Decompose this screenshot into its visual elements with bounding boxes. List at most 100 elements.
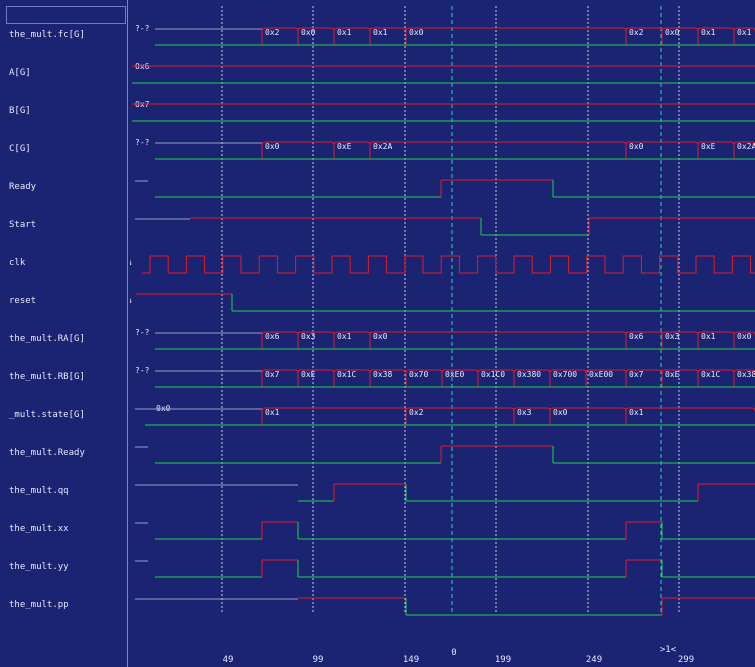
bus-value-label: 0x1 (629, 408, 644, 417)
bus-value-label: 0x2 (409, 408, 424, 417)
bus-value-label: 0x1C (701, 370, 720, 379)
bus-value-segment (697, 141, 735, 159)
bus-value-label: 0x0 (301, 28, 316, 37)
signal-row: 0x7 (132, 100, 755, 122)
signal-start-mark: ⇂ (128, 296, 133, 305)
bus-value-label: 0x1C (337, 370, 356, 379)
signal-name[interactable]: C[G] (9, 144, 31, 154)
grid-lines (221, 6, 680, 614)
bus-value-segment (369, 331, 627, 349)
bus-value-label: 0x1C0 (481, 370, 505, 379)
bus-initial-value: ?-? (135, 24, 150, 33)
bus-value-label: 0x1 (337, 332, 352, 341)
signal-name[interactable]: the_mult.Ready (9, 448, 85, 458)
bus-value-segment (661, 369, 699, 387)
bus-value-segment (369, 27, 407, 45)
signal-name[interactable]: the_mult.xx (9, 524, 69, 534)
signal-row (135, 483, 755, 502)
bus-value-segment (625, 141, 699, 159)
signal-name[interactable]: the_mult.fc[G] (9, 30, 85, 40)
bus-value-segment (477, 369, 515, 387)
bus-value-label: 0x3 (301, 332, 316, 341)
bus-value-label: 0x2 (265, 28, 280, 37)
signal-name[interactable]: A[G] (9, 68, 31, 78)
signal-name[interactable]: the_mult.RA[G] (9, 334, 85, 344)
bus-value-segment (333, 27, 371, 45)
time-tick-label: 249 (586, 655, 602, 665)
bus-initial-value: ?-? (135, 138, 150, 147)
bus-value-label: 0x2A (737, 142, 755, 151)
signal-name[interactable]: the_mult.qq (9, 486, 69, 496)
bus-value-segment (625, 331, 663, 349)
bus-value-segment (585, 369, 627, 387)
bus-value-segment (697, 331, 735, 349)
signal-name[interactable]: the_mult.pp (9, 600, 69, 610)
bus-value-segment (441, 369, 479, 387)
signal-row: ⇂ (128, 255, 755, 274)
bus-value-segment (625, 27, 663, 45)
signal-row (135, 179, 755, 198)
bus-value-segment (333, 331, 371, 349)
signal-name[interactable]: _mult.state[G] (9, 410, 85, 420)
bus-value-segment (513, 369, 551, 387)
bus-value-label: 0xE (337, 142, 352, 151)
bus-value-label: 0x1 (737, 28, 752, 37)
bus-value-segment (661, 27, 699, 45)
time-marker-label: 0 (451, 648, 456, 658)
bus-value-segment (297, 369, 335, 387)
bus-value-segment (697, 369, 735, 387)
bus-value-label: 0xE (701, 142, 716, 151)
bus-value-segment (261, 141, 335, 159)
bus-value-label: 0x3 (665, 332, 680, 341)
bus-value-segment (625, 407, 755, 425)
signal-name[interactable]: clk (9, 258, 26, 268)
bus-value-label: 0x38 (373, 370, 392, 379)
bus-value-label: 0x0 (373, 332, 388, 341)
bus-value-segment (625, 369, 663, 387)
signal-name[interactable]: B[G] (9, 106, 31, 116)
bus-value-label: 0xE0 (445, 370, 464, 379)
clock-start-mark: ⇂ (128, 258, 133, 267)
signal-name-panel: the_mult.fc[G] A[G] B[G] C[G] Ready Start clk r… (0, 0, 127, 667)
bus-value-segment (549, 407, 627, 425)
bus-value-segment (405, 369, 443, 387)
bus-value-label: 0x2A (373, 142, 392, 151)
signal-name[interactable]: the_mult.RB[G] (9, 372, 85, 382)
signal-row (135, 559, 755, 578)
bus-value-label: 0x6 (629, 332, 644, 341)
bus-value-label: 0x3 (517, 408, 532, 417)
bus-value-label: 0x6 (265, 332, 280, 341)
signal-row: ?-? 0x2 0x0 0x1 0x1 0x0 0x2 0x0 0x1 0x1 (135, 24, 755, 46)
signal-row (135, 597, 755, 616)
time-tick-label: 99 (313, 655, 324, 665)
signal-row: 0x6 (132, 62, 755, 84)
signal-row (135, 217, 755, 236)
bus-initial-value: ?-? (135, 328, 150, 337)
bus-value-segment (261, 407, 407, 425)
signal-row (135, 445, 755, 464)
bus-value-label: 0xE00 (589, 370, 613, 379)
bus-value-label: 0x0 (737, 332, 752, 341)
bus-initial-value: ?-? (135, 366, 150, 375)
bus-value-label: 0x38 (737, 370, 755, 379)
bus-value-label: 0x1 (373, 28, 388, 37)
panel-divider[interactable] (127, 0, 128, 667)
bus-value-label: 0x380 (517, 370, 541, 379)
bus-value-label: 0x2 (629, 28, 644, 37)
signal-name[interactable]: reset (9, 296, 37, 306)
bus-value-segment (661, 331, 699, 349)
signal-name[interactable]: Start (9, 220, 37, 230)
time-tick-label: 49 (223, 655, 234, 665)
bus-value-segment (405, 27, 627, 45)
bus-value-segment (697, 27, 735, 45)
signal-row: ?-? 0x6 0x3 0x1 0x0 0x6 0x3 0x1 0x0 (135, 328, 755, 350)
bus-value-label: 0x1 (265, 408, 280, 417)
signal-name[interactable]: Ready (9, 182, 37, 192)
cursor-label: >1< (660, 645, 677, 655)
signal-row: ⇂ (128, 293, 755, 312)
signal-name[interactable]: the_mult.yy (9, 562, 69, 572)
bus-value-label: 0x70 (409, 370, 428, 379)
signal-row (135, 521, 755, 540)
